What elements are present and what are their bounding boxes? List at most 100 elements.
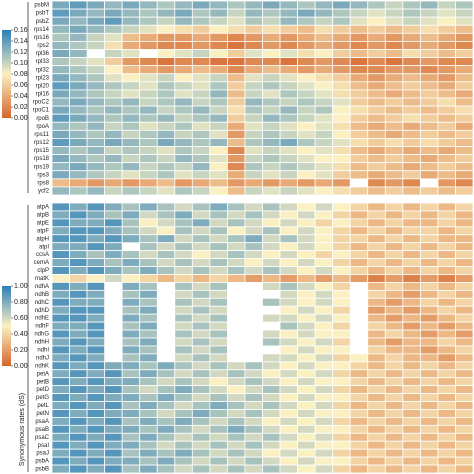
heat-cell	[121, 321, 141, 331]
heat-cell	[419, 313, 439, 323]
heat-cell	[262, 81, 281, 91]
heat-cell	[297, 289, 316, 299]
heat-cell	[139, 202, 158, 212]
row-label: ndhI	[37, 347, 49, 353]
heat-cell	[191, 321, 211, 331]
heat-cell	[69, 321, 88, 331]
heat-cell	[174, 242, 193, 252]
heat-cell	[332, 24, 351, 34]
heat-cell	[69, 456, 88, 466]
heat-cell	[244, 24, 263, 34]
heat-cell	[156, 8, 176, 18]
heat-cell	[262, 186, 281, 196]
heat-cell	[156, 89, 176, 99]
heat-cell	[384, 121, 404, 131]
heat-cell	[349, 218, 369, 228]
heat-cell	[86, 448, 106, 458]
row-label: rpl33	[36, 59, 50, 65]
heat-cell	[86, 170, 106, 180]
heat-cell	[156, 377, 176, 387]
heat-cell	[191, 456, 211, 466]
heat-cell	[121, 401, 141, 410]
heat-cell	[314, 417, 334, 426]
heat-cell	[297, 337, 316, 347]
heat-cell	[262, 8, 281, 18]
heat-cell	[86, 73, 106, 83]
heat-cell	[349, 440, 369, 450]
heat-cell	[86, 97, 106, 107]
heat-cell	[384, 32, 404, 42]
heat-cell	[86, 0, 106, 10]
heat-cell	[314, 393, 334, 402]
heat-cell	[121, 186, 141, 196]
heat-cell	[297, 274, 316, 283]
heat-cell	[174, 266, 193, 275]
heat-cell	[332, 377, 351, 387]
heat-cell	[104, 202, 123, 212]
heat-cell	[121, 456, 141, 466]
heat-cell	[349, 409, 369, 418]
heat-cell	[191, 282, 211, 291]
heat-cell	[279, 210, 298, 220]
heat-cell	[156, 105, 176, 115]
heat-cell	[262, 73, 281, 83]
heat-cell	[104, 162, 123, 172]
heat-cell	[349, 113, 369, 123]
heat-cell	[191, 448, 211, 458]
heat-cell	[139, 65, 158, 75]
heat-cell	[191, 97, 211, 107]
heat-cell	[121, 24, 141, 34]
heat-cell	[121, 313, 141, 323]
row-label: ndhD	[35, 308, 50, 314]
heat-cell	[279, 337, 298, 347]
heat-cell	[51, 409, 70, 418]
heat-cell	[174, 218, 193, 228]
row-label: petD	[36, 387, 49, 393]
heat-cell	[349, 129, 369, 139]
heat-cell	[349, 424, 369, 434]
heat-cell	[104, 377, 123, 387]
heat-cell	[455, 73, 474, 83]
heat-cell	[244, 377, 263, 387]
heat-cell	[402, 105, 421, 115]
heat-cell	[314, 154, 334, 164]
heat-cell	[367, 234, 386, 244]
heat-cell	[51, 305, 70, 315]
heat-cell	[384, 170, 404, 180]
heat-cell	[209, 305, 228, 315]
heat-cell	[332, 297, 351, 307]
heat-cell	[69, 409, 88, 418]
heat-cell	[437, 121, 456, 131]
heat-cell	[314, 24, 334, 34]
heat-cell	[51, 393, 70, 402]
row-label: rpoB	[36, 116, 49, 122]
heat-cell	[209, 121, 228, 131]
heat-cell	[419, 401, 439, 410]
heat-cell	[69, 129, 88, 139]
heat-cell	[227, 32, 246, 42]
heat-cell	[174, 105, 193, 115]
heat-cell	[156, 401, 176, 410]
row-label: rps12	[34, 140, 50, 146]
heat-cell	[139, 361, 158, 371]
heat-cell	[69, 464, 88, 474]
heat-cell	[227, 242, 246, 252]
heat-cell	[69, 393, 88, 402]
heat-cell	[156, 162, 176, 172]
heat-cell	[455, 138, 474, 147]
heat-cell	[419, 361, 439, 371]
heat-cell	[402, 250, 421, 259]
heat-cell	[104, 424, 123, 434]
heat-cell	[69, 432, 88, 442]
colorbar-tick-label: 0.10	[14, 60, 28, 67]
heat-cell	[262, 424, 281, 434]
heat-cell	[104, 218, 123, 228]
heat-cell	[279, 313, 298, 323]
heat-cell	[174, 313, 193, 323]
heat-cell	[402, 313, 421, 323]
heat-cell	[244, 258, 263, 267]
row-label: petL	[37, 403, 49, 409]
heat-cell	[279, 57, 298, 67]
heat-cell	[332, 89, 351, 99]
heat-cell	[69, 65, 88, 75]
